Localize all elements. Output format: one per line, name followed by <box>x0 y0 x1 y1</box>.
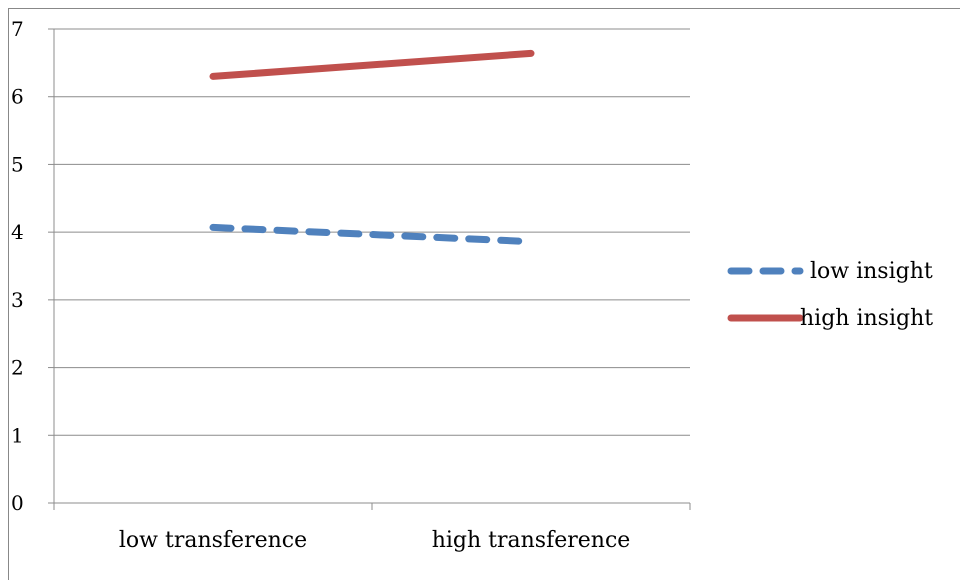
legend-label: low insight <box>810 259 933 284</box>
x-axis: low transference high transference <box>53 502 691 553</box>
x-category-label: low transference <box>119 528 307 553</box>
y-tick-label: 1 <box>11 423 24 447</box>
x-category-label: high transference <box>432 528 631 553</box>
series-line-low-insight <box>209 223 535 246</box>
series-line-high-insight <box>209 49 535 80</box>
legend-label: high insight <box>800 306 933 331</box>
legend: low insight high insight <box>727 259 933 331</box>
y-tick-label: 5 <box>11 152 24 176</box>
y-tick-label: 2 <box>11 356 24 380</box>
y-tick-label: 3 <box>11 288 24 312</box>
series-lines <box>209 49 535 246</box>
y-tick-label: 6 <box>11 85 24 109</box>
chart-frame <box>8 8 960 580</box>
y-axis: 0 1 2 3 4 5 6 7 <box>11 17 55 515</box>
y-tick-label: 7 <box>11 17 24 41</box>
y-tick-label: 4 <box>11 220 24 244</box>
y-tick-label: 0 <box>11 491 24 515</box>
